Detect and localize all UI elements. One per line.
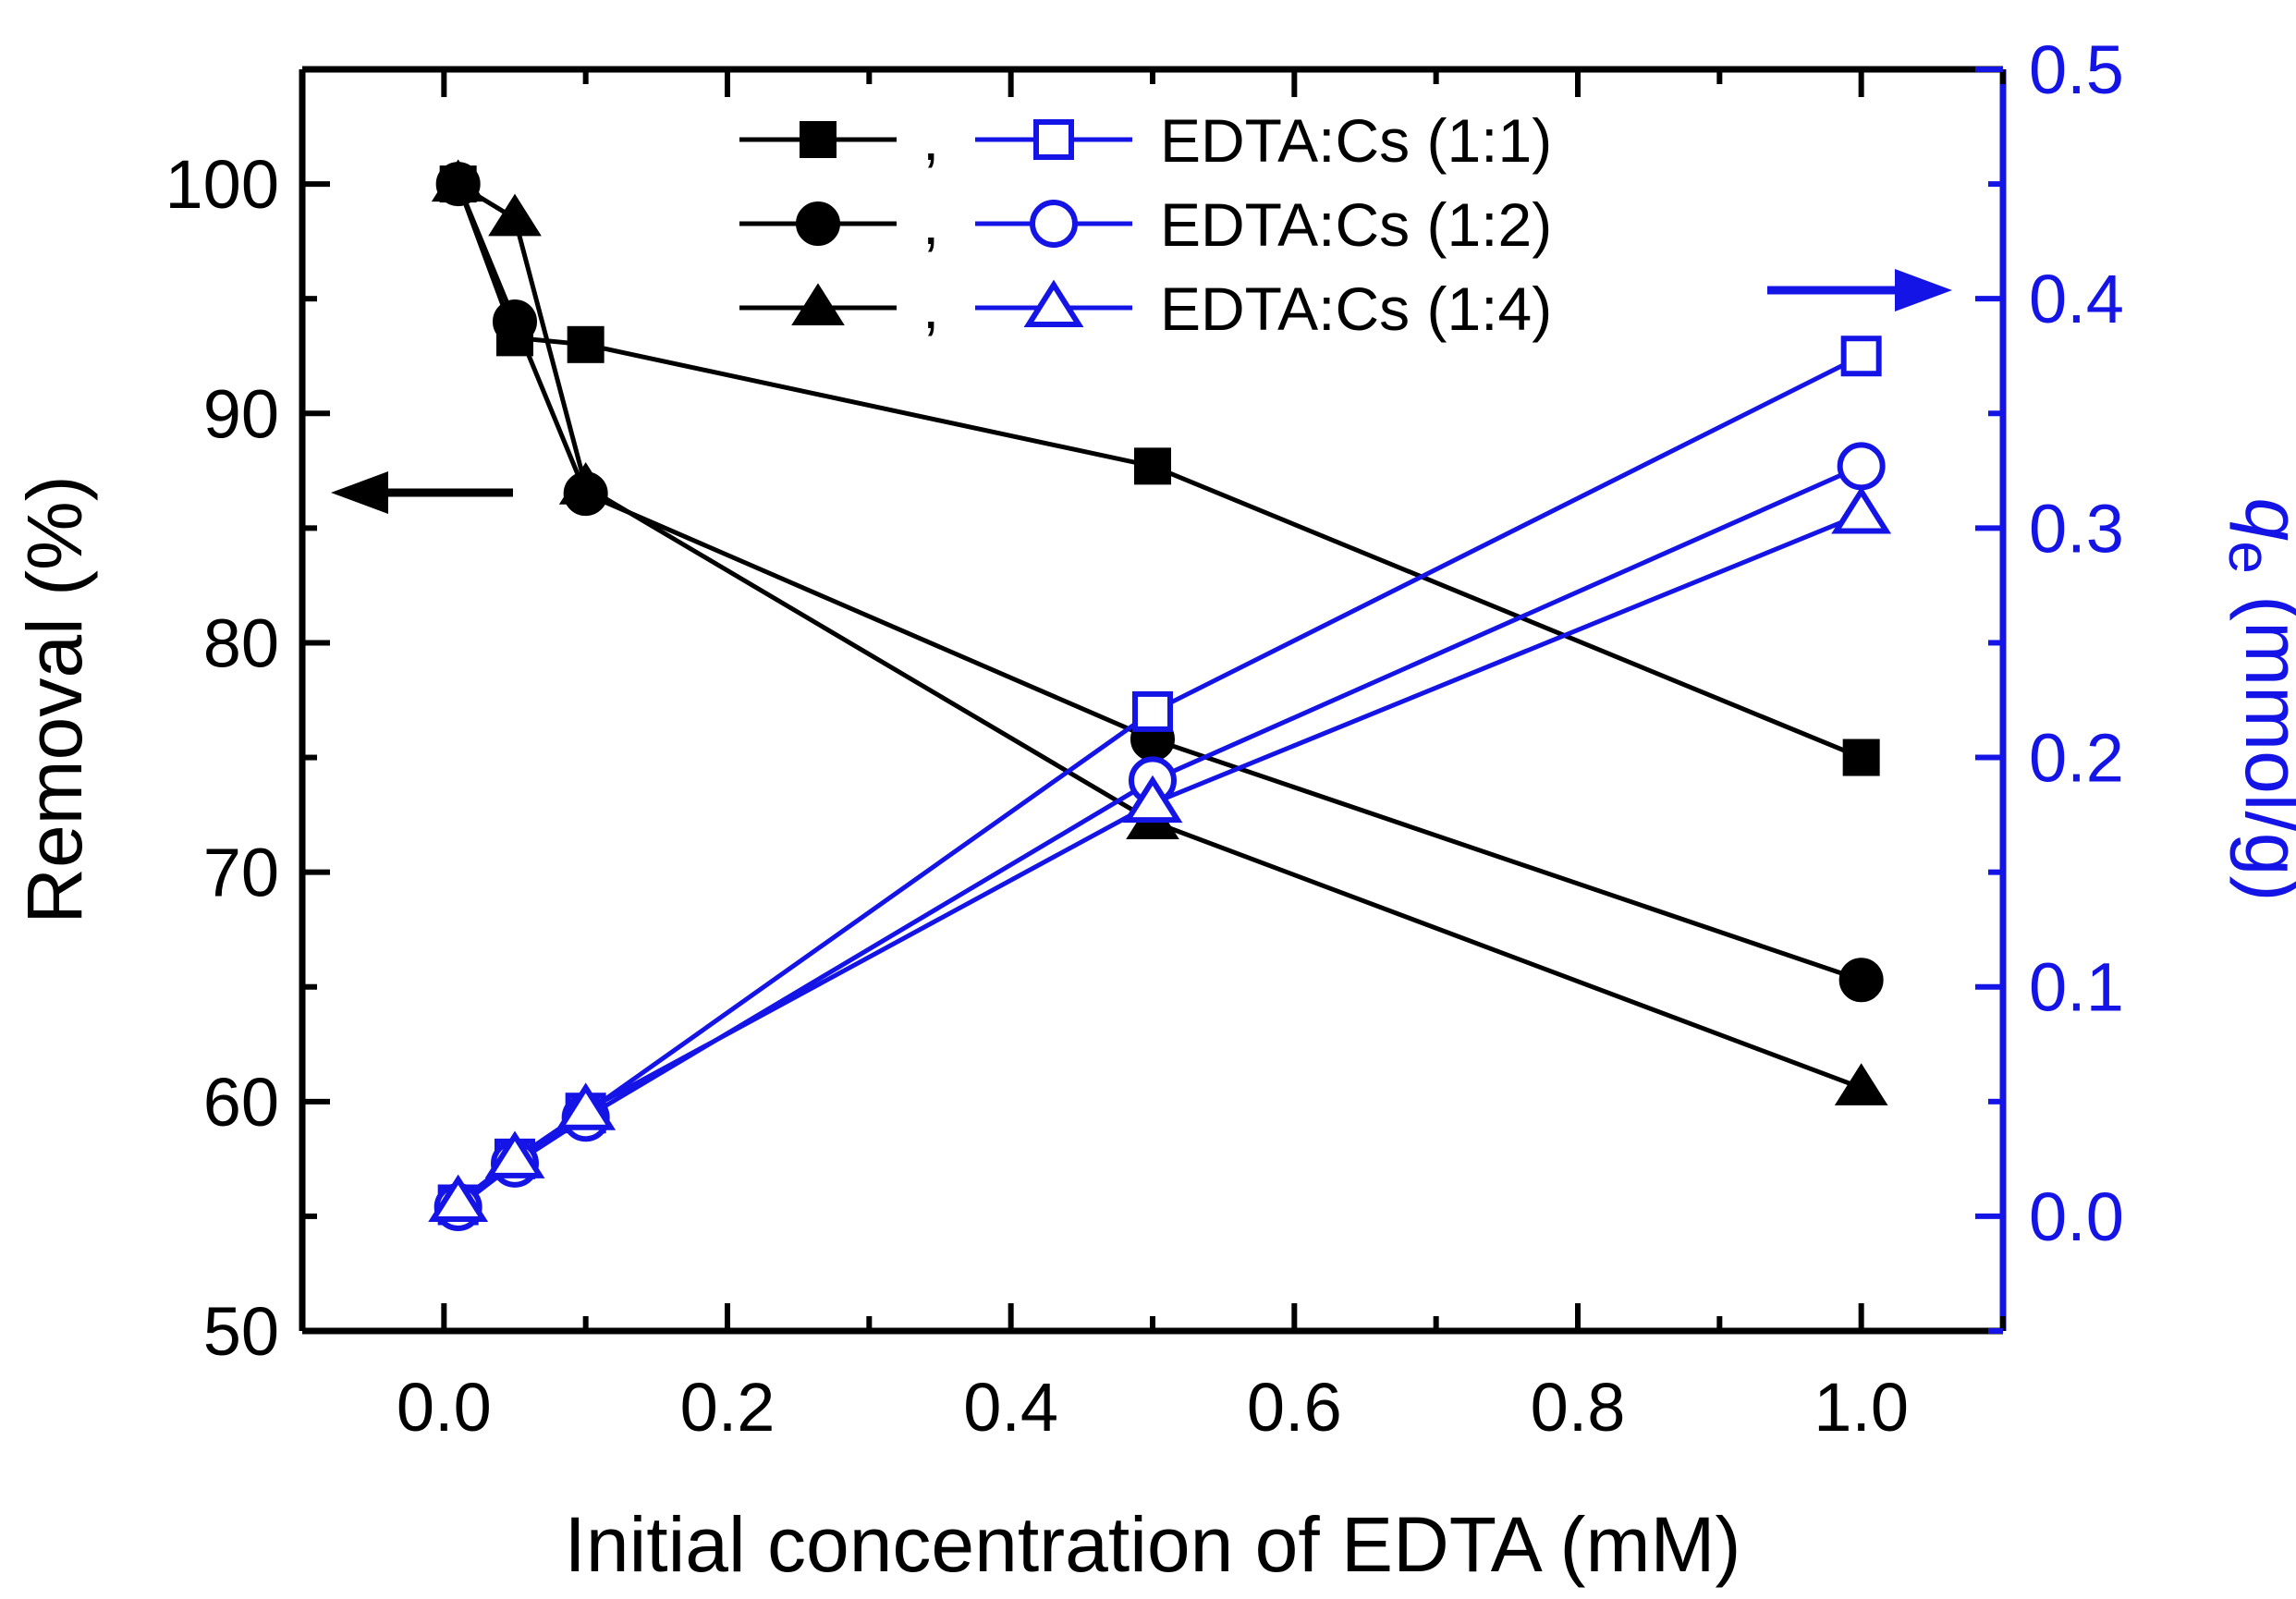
legend: , EDTA:Cs (1:1), EDTA:Cs (1:2), EDTA:Cs (1:… [739,104,1552,343]
axis-ticks [299,67,2006,1334]
y-left-tick-label: 80 [203,604,279,681]
y-left-axis-title: Removal (%) [11,475,98,923]
legend-marker-filled [800,121,837,158]
legend-marker-open [1033,119,1074,160]
series-markers [428,159,1892,1231]
y-right-axis-title: qe (mmol/g) [2217,498,2296,902]
data-point-square-left [567,325,605,363]
legend-marker-open [1023,279,1084,327]
legend-label: EDTA:Cs (1:2) [1160,190,1552,259]
x-tick-label: 0.8 [1531,1369,1626,1446]
x-tick-label: 0.6 [1247,1369,1342,1446]
legend-marker-filled [796,201,840,246]
legend-marker-open [1030,200,1078,248]
data-point-square-left [1134,447,1171,485]
x-tick-label: 0.4 [963,1369,1058,1446]
y-right-tick-label: 0.5 [2029,31,2124,108]
y-left-tick-label: 100 [165,146,279,223]
legend-separator: , [922,104,939,173]
tick-labels: 0.0 0.2 0.4 0.6 0.8 1.0 50 60 70 80 90 100 0.0 0.1 0.2… [165,31,2124,1446]
axis-arrows [331,269,1952,514]
y-left-tick-label: 90 [203,375,279,452]
left-axis-arrowhead [331,471,388,514]
legend-label: EDTA:Cs (1:1) [1160,106,1552,175]
y-left-tick-label: 50 [203,1293,279,1370]
legend-marker-filled [791,283,845,325]
data-point-triangle-left [1834,1063,1888,1105]
y-right-tick-label: 0.3 [2029,490,2124,567]
data-point-circle-left [493,299,537,344]
y-right-unit: (mmol/g) [2229,574,2296,902]
x-tick-label: 0.0 [397,1369,492,1446]
legend-separator: , [922,273,939,341]
data-point-triangle-right [428,1174,489,1223]
y-right-tick-label: 0.2 [2029,720,2124,797]
x-tick-label: 1.0 [1814,1369,1909,1446]
x-axis-title: Initial concentration of EDTA (mM) [565,1501,1741,1588]
y-right-subscript: e [2217,541,2283,574]
y-left-tick-label: 70 [203,835,279,911]
x-tick-label: 0.2 [680,1369,776,1446]
data-point-triangle-left [558,462,613,505]
series-line-triangle-right [457,512,1862,1205]
y-right-tick-label: 0.0 [2029,1178,2124,1255]
data-point-triangle-right [1122,775,1183,824]
data-point-triangle-right [556,1082,617,1130]
legend-label: EDTA:Cs (1:4) [1160,275,1552,343]
data-point-circle-right [1837,442,1886,491]
y-right-symbol: q [2229,498,2296,542]
data-point-triangle-left [431,159,485,202]
data-point-square-right [1132,690,1173,732]
y-right-tick-label: 0.1 [2029,949,2124,1026]
data-point-triangle-right [484,1130,545,1178]
y-right-tick-label: 0.4 [2029,261,2124,337]
y-left-tick-label: 60 [203,1064,279,1141]
legend-separator: , [922,189,939,257]
data-point-square-right [1840,336,1882,377]
right-axis-arrowhead [1895,269,1952,311]
data-point-square-left [1842,738,1880,776]
data-point-triangle-right [1831,486,1892,534]
data-point-circle-left [1838,958,1884,1003]
data-point-triangle-left [488,193,542,237]
